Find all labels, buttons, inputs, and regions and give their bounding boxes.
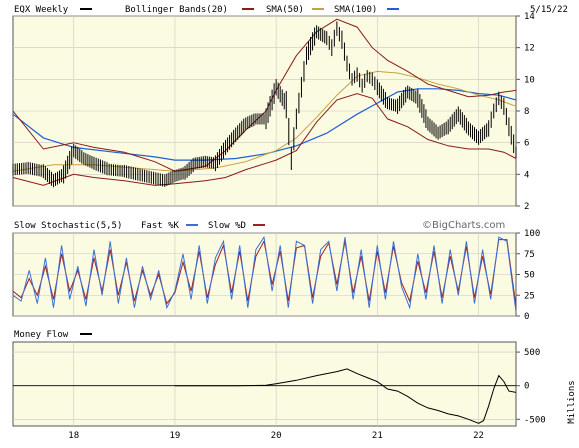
stochastic-k-swatch	[186, 224, 198, 226]
y-tick-label: 75	[524, 250, 535, 260]
y-tick-label: 14	[524, 12, 535, 22]
symbol-label: EQX Weekly	[14, 5, 69, 15]
sma100-label: SMA(100)	[334, 5, 377, 15]
stochastic-k-label: Fast %K	[141, 221, 180, 231]
x-tick-label: 21	[372, 431, 383, 441]
y-tick-label: 6	[524, 139, 529, 149]
bollinger-swatch	[242, 8, 254, 10]
money-flow-title: Money Flow	[14, 330, 69, 340]
series-layer	[12, 18, 517, 424]
stochastic-y-axis: 100 75 50 25 0	[516, 229, 540, 322]
x-tick-label: 22	[473, 431, 484, 441]
sma100-swatch	[387, 8, 399, 10]
symbol-swatch	[80, 8, 92, 10]
y-tick-label: 100	[524, 229, 540, 239]
y-tick-label: 0	[524, 312, 529, 322]
brand-label: ©BigCharts.com	[422, 220, 505, 231]
x-tick-label: 18	[68, 431, 79, 441]
y-tick-label: 2	[524, 202, 529, 212]
bollinger-upper-line	[12, 18, 517, 172]
stochastic-title: Slow Stochastic(5,5)	[14, 221, 122, 231]
y-tick-label: -500	[524, 415, 546, 425]
y-tick-label: 4	[524, 170, 529, 180]
sma100-line	[12, 88, 517, 161]
money-flow-y-axis: 500 0 -500	[516, 348, 546, 425]
price-y-axis: 14 12 10 8 6 4 2	[516, 12, 535, 212]
sma50-label: SMA(50)	[266, 5, 304, 15]
y-tick-label: 500	[524, 348, 540, 358]
y-tick-label: 0	[524, 382, 529, 392]
stochastic-d-label: Slow %D	[208, 221, 246, 231]
stochastic-d-swatch	[253, 224, 265, 226]
y-tick-label: 25	[524, 291, 535, 301]
money-flow-units: Millions	[567, 380, 577, 423]
money-flow-swatch	[80, 333, 92, 335]
x-axis: 18 19 20 21 22	[68, 431, 484, 441]
y-tick-label: 10	[524, 75, 535, 85]
stochastic-k-line	[12, 235, 517, 312]
money-flow-panel	[12, 341, 517, 427]
sma50-line	[12, 70, 517, 172]
sma50-swatch	[312, 8, 324, 10]
x-tick-label: 20	[271, 431, 282, 441]
bollinger-label: Bollinger Bands(20)	[125, 5, 228, 15]
money-flow-line	[174, 368, 517, 424]
y-tick-label: 8	[524, 107, 529, 117]
y-tick-label: 50	[524, 271, 535, 281]
bollinger-lower-line	[12, 93, 517, 186]
x-tick-label: 19	[170, 431, 181, 441]
chart-date: 5/15/22	[530, 5, 568, 15]
y-tick-label: 12	[524, 44, 535, 54]
